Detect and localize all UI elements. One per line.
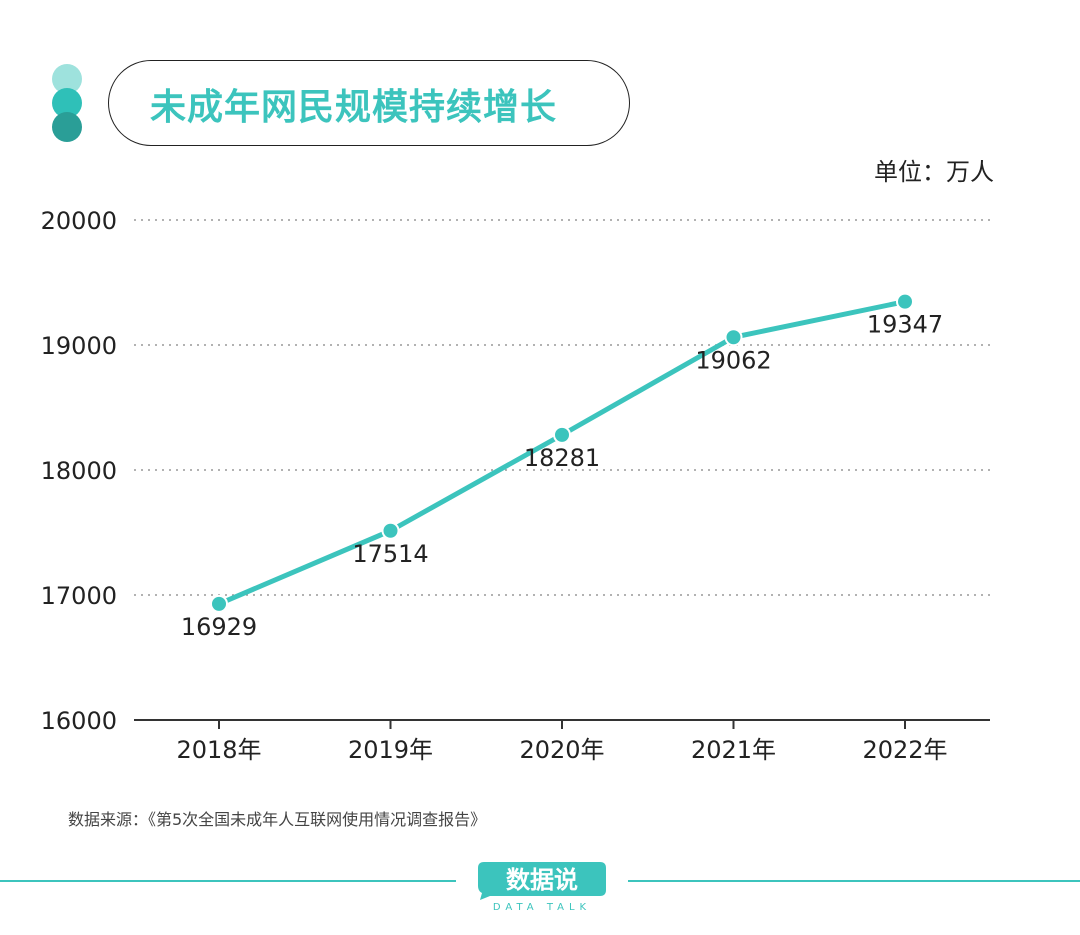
- data-point: [381, 521, 400, 540]
- footer-divider-left: [0, 880, 456, 882]
- footer-divider-right: [628, 880, 1080, 882]
- x-tick-label: 2020年: [519, 736, 604, 764]
- x-tick-label: 2022年: [862, 736, 947, 764]
- brand-tagline: DATA TALK: [492, 902, 592, 913]
- decorative-dots: [52, 64, 84, 144]
- data-point: [553, 425, 571, 444]
- x-tick-label: 2021年: [691, 736, 776, 764]
- data-label: 18281: [524, 444, 600, 472]
- y-tick-label: 16000: [41, 707, 117, 735]
- y-tick-label: 18000: [41, 457, 117, 485]
- y-tick-label: 20000: [41, 207, 117, 235]
- source-note: 数据来源：《第5次全国未成年人互联网使用情况调查报告》: [68, 810, 487, 829]
- data-label: 19062: [695, 346, 771, 374]
- title-frame: [108, 60, 630, 146]
- data-point: [210, 594, 228, 613]
- unit-label: 单位：万人: [874, 158, 994, 186]
- data-point: [724, 328, 743, 347]
- dot-dark: [52, 112, 82, 142]
- y-tick-label: 19000: [41, 332, 117, 360]
- data-point: [896, 292, 914, 311]
- x-tick-label: 2019年: [348, 736, 433, 764]
- y-tick-label: 17000: [41, 582, 117, 610]
- data-label: 19347: [867, 311, 943, 339]
- data-label: 17514: [352, 540, 428, 568]
- brand-name: 数据说: [506, 866, 578, 894]
- x-tick-label: 2018年: [176, 736, 261, 764]
- data-label: 16929: [181, 613, 257, 641]
- brand-logo: 数据说: [478, 862, 606, 900]
- page-title: 未成年网民规模持续增长: [150, 87, 558, 128]
